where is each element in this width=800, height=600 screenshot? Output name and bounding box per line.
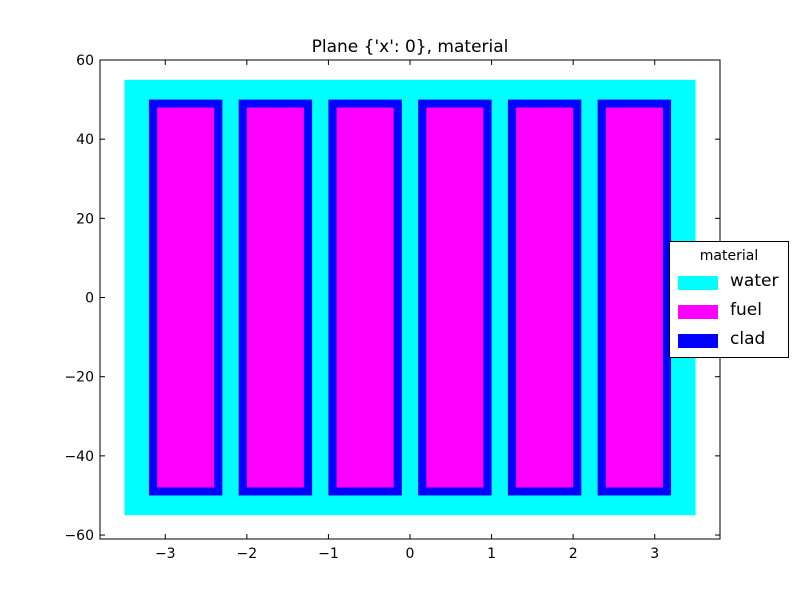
y-tick-label-3: 0 — [85, 291, 94, 307]
chart-title: Plane {'x': 0}, material — [312, 37, 509, 57]
x-tick-label-0: −3 — [155, 546, 176, 562]
legend-entry-water: water — [678, 271, 786, 292]
legend-swatch-water — [678, 276, 718, 290]
region-fuel-12 — [605, 107, 663, 488]
x-tick-label-6: 3 — [650, 546, 659, 562]
legend-label-water: water — [730, 271, 779, 291]
x-tick-label-5: 2 — [569, 546, 578, 562]
legend-swatch-clad — [678, 334, 718, 348]
x-tick-label-2: −1 — [318, 546, 339, 562]
y-tick-label-2: 20 — [76, 211, 94, 227]
region-fuel-10 — [516, 107, 574, 488]
region-fuel-6 — [336, 107, 394, 488]
x-tick-label-3: 0 — [406, 546, 415, 562]
x-tick-label-4: 1 — [487, 546, 496, 562]
y-tick-label-5: −40 — [64, 449, 94, 465]
region-fuel-8 — [426, 107, 484, 488]
legend-label-clad: clad — [730, 329, 766, 349]
legend-label-fuel: fuel — [730, 300, 762, 320]
region-fuel-2 — [157, 107, 215, 488]
legend: material water fuel clad — [669, 241, 789, 358]
y-tick-label-4: −20 — [64, 370, 94, 386]
ticks-layer: −3 −2 −1 0 1 2 3 60 40 20 0 −20 −40 −60 — [64, 53, 720, 562]
legend-entry-fuel: fuel — [678, 300, 786, 321]
x-tick-label-1: −2 — [237, 546, 258, 562]
region-fuel-4 — [246, 107, 304, 488]
y-tick-label-0: 60 — [76, 53, 94, 69]
legend-swatch-fuel — [678, 305, 718, 319]
regions-layer — [124, 79, 696, 516]
y-tick-label-6: −60 — [64, 528, 94, 544]
y-tick-label-1: 40 — [76, 132, 94, 148]
legend-title: material — [699, 248, 759, 264]
legend-entry-clad: clad — [678, 329, 786, 350]
